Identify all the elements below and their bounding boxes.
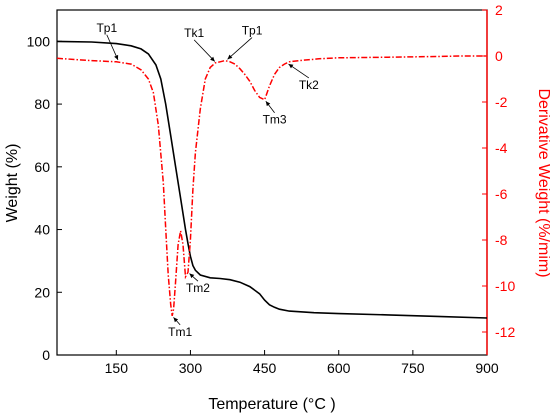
annotation-label: Tm2 [186, 281, 210, 295]
y-right-tick-label: 2 [495, 2, 503, 18]
x-tick-label: 150 [105, 360, 129, 376]
y-left-tick-label: 20 [34, 284, 50, 300]
y-right-tick-label: -2 [495, 94, 508, 110]
annotation-label: Tm3 [263, 113, 287, 127]
annotation-label: Tp1 [96, 21, 117, 35]
y-right-tick-label: -8 [495, 232, 508, 248]
annotation-label: Tk2 [299, 78, 319, 92]
y-right-tick-label: 0 [495, 48, 503, 64]
y-right-tick-label: -6 [495, 186, 508, 202]
annotation-arrowhead [227, 54, 233, 60]
annotation-arrow [193, 39, 216, 62]
x-tick-label: 600 [327, 360, 351, 376]
x-axis-title: Temperature (°C ) [208, 396, 335, 413]
annotation-arrow [106, 34, 119, 61]
annotation-arrowhead [288, 64, 294, 69]
y-axis-left-title: Weight (%) [4, 144, 21, 223]
annotation-arrowhead [173, 317, 179, 323]
annotation-arrow [227, 37, 253, 60]
annotation-arrowhead [265, 101, 271, 107]
y-left-tick-label: 0 [42, 347, 50, 363]
annotation-label: Tp1 [242, 24, 263, 38]
annotation-arrowhead [114, 54, 119, 60]
weight-curve [56, 40, 488, 319]
y-left-tick-label: 40 [34, 222, 50, 238]
y-right-tick-label: -4 [495, 140, 508, 156]
annotation-label: Tm1 [168, 325, 192, 339]
x-tick-label: 450 [253, 360, 277, 376]
y-left-tick-label: 80 [34, 96, 50, 112]
annotation-arrowhead [189, 273, 195, 279]
y-right-tick-label: -10 [495, 278, 515, 294]
y-right-tick-label: -12 [495, 324, 515, 340]
y-axis-right-title: Derivative Weight (%/mim) [535, 88, 550, 277]
x-tick-label: 300 [179, 360, 203, 376]
derivative-weight-curve [56, 55, 487, 317]
x-tick-label: 900 [475, 360, 499, 376]
y-left-tick-label: 60 [34, 159, 50, 175]
annotation-arrowhead [210, 56, 215, 62]
y-left-tick-label: 100 [27, 33, 51, 49]
x-tick-label: 750 [401, 360, 425, 376]
plot-frame [56, 9, 488, 356]
annotation-label: Tk1 [184, 26, 204, 40]
